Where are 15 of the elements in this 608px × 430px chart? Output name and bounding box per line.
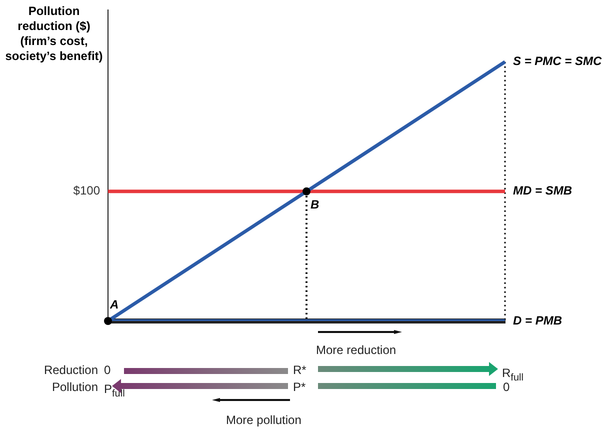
text: P$_{full}$ <box>104 382 125 400</box>
annotation: B <box>310 198 320 212</box>
annotation: A <box>109 297 119 312</box>
text: More pollution <box>226 413 302 427</box>
text: Pollution <box>52 380 98 394</box>
text: P* <box>293 380 306 394</box>
text: $100 <box>73 184 100 198</box>
text: 0 <box>104 363 111 377</box>
series-label: MD = SMB <box>513 184 572 198</box>
series-label: S = PMC = SMC <box>513 54 602 68</box>
text: R* <box>293 363 306 377</box>
text: Reduction <box>44 363 98 377</box>
text: More reduction <box>316 343 396 357</box>
y-axis-title: Pollution reduction ($) (firm’s cost, society’s benefit) <box>4 4 104 64</box>
series-label: D = PMB <box>513 313 562 328</box>
